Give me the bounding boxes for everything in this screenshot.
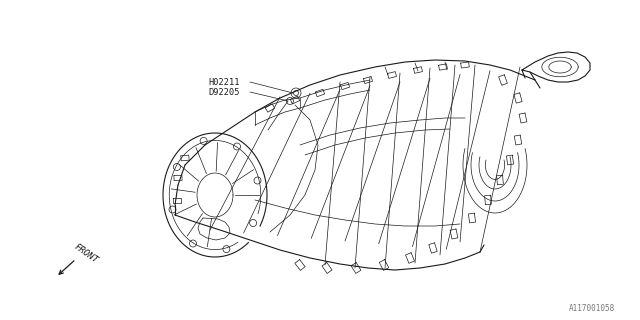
- Text: A117001058: A117001058: [569, 304, 615, 313]
- Text: H02211: H02211: [208, 77, 239, 86]
- Text: FRONT: FRONT: [72, 243, 99, 265]
- Text: D92205: D92205: [208, 87, 239, 97]
